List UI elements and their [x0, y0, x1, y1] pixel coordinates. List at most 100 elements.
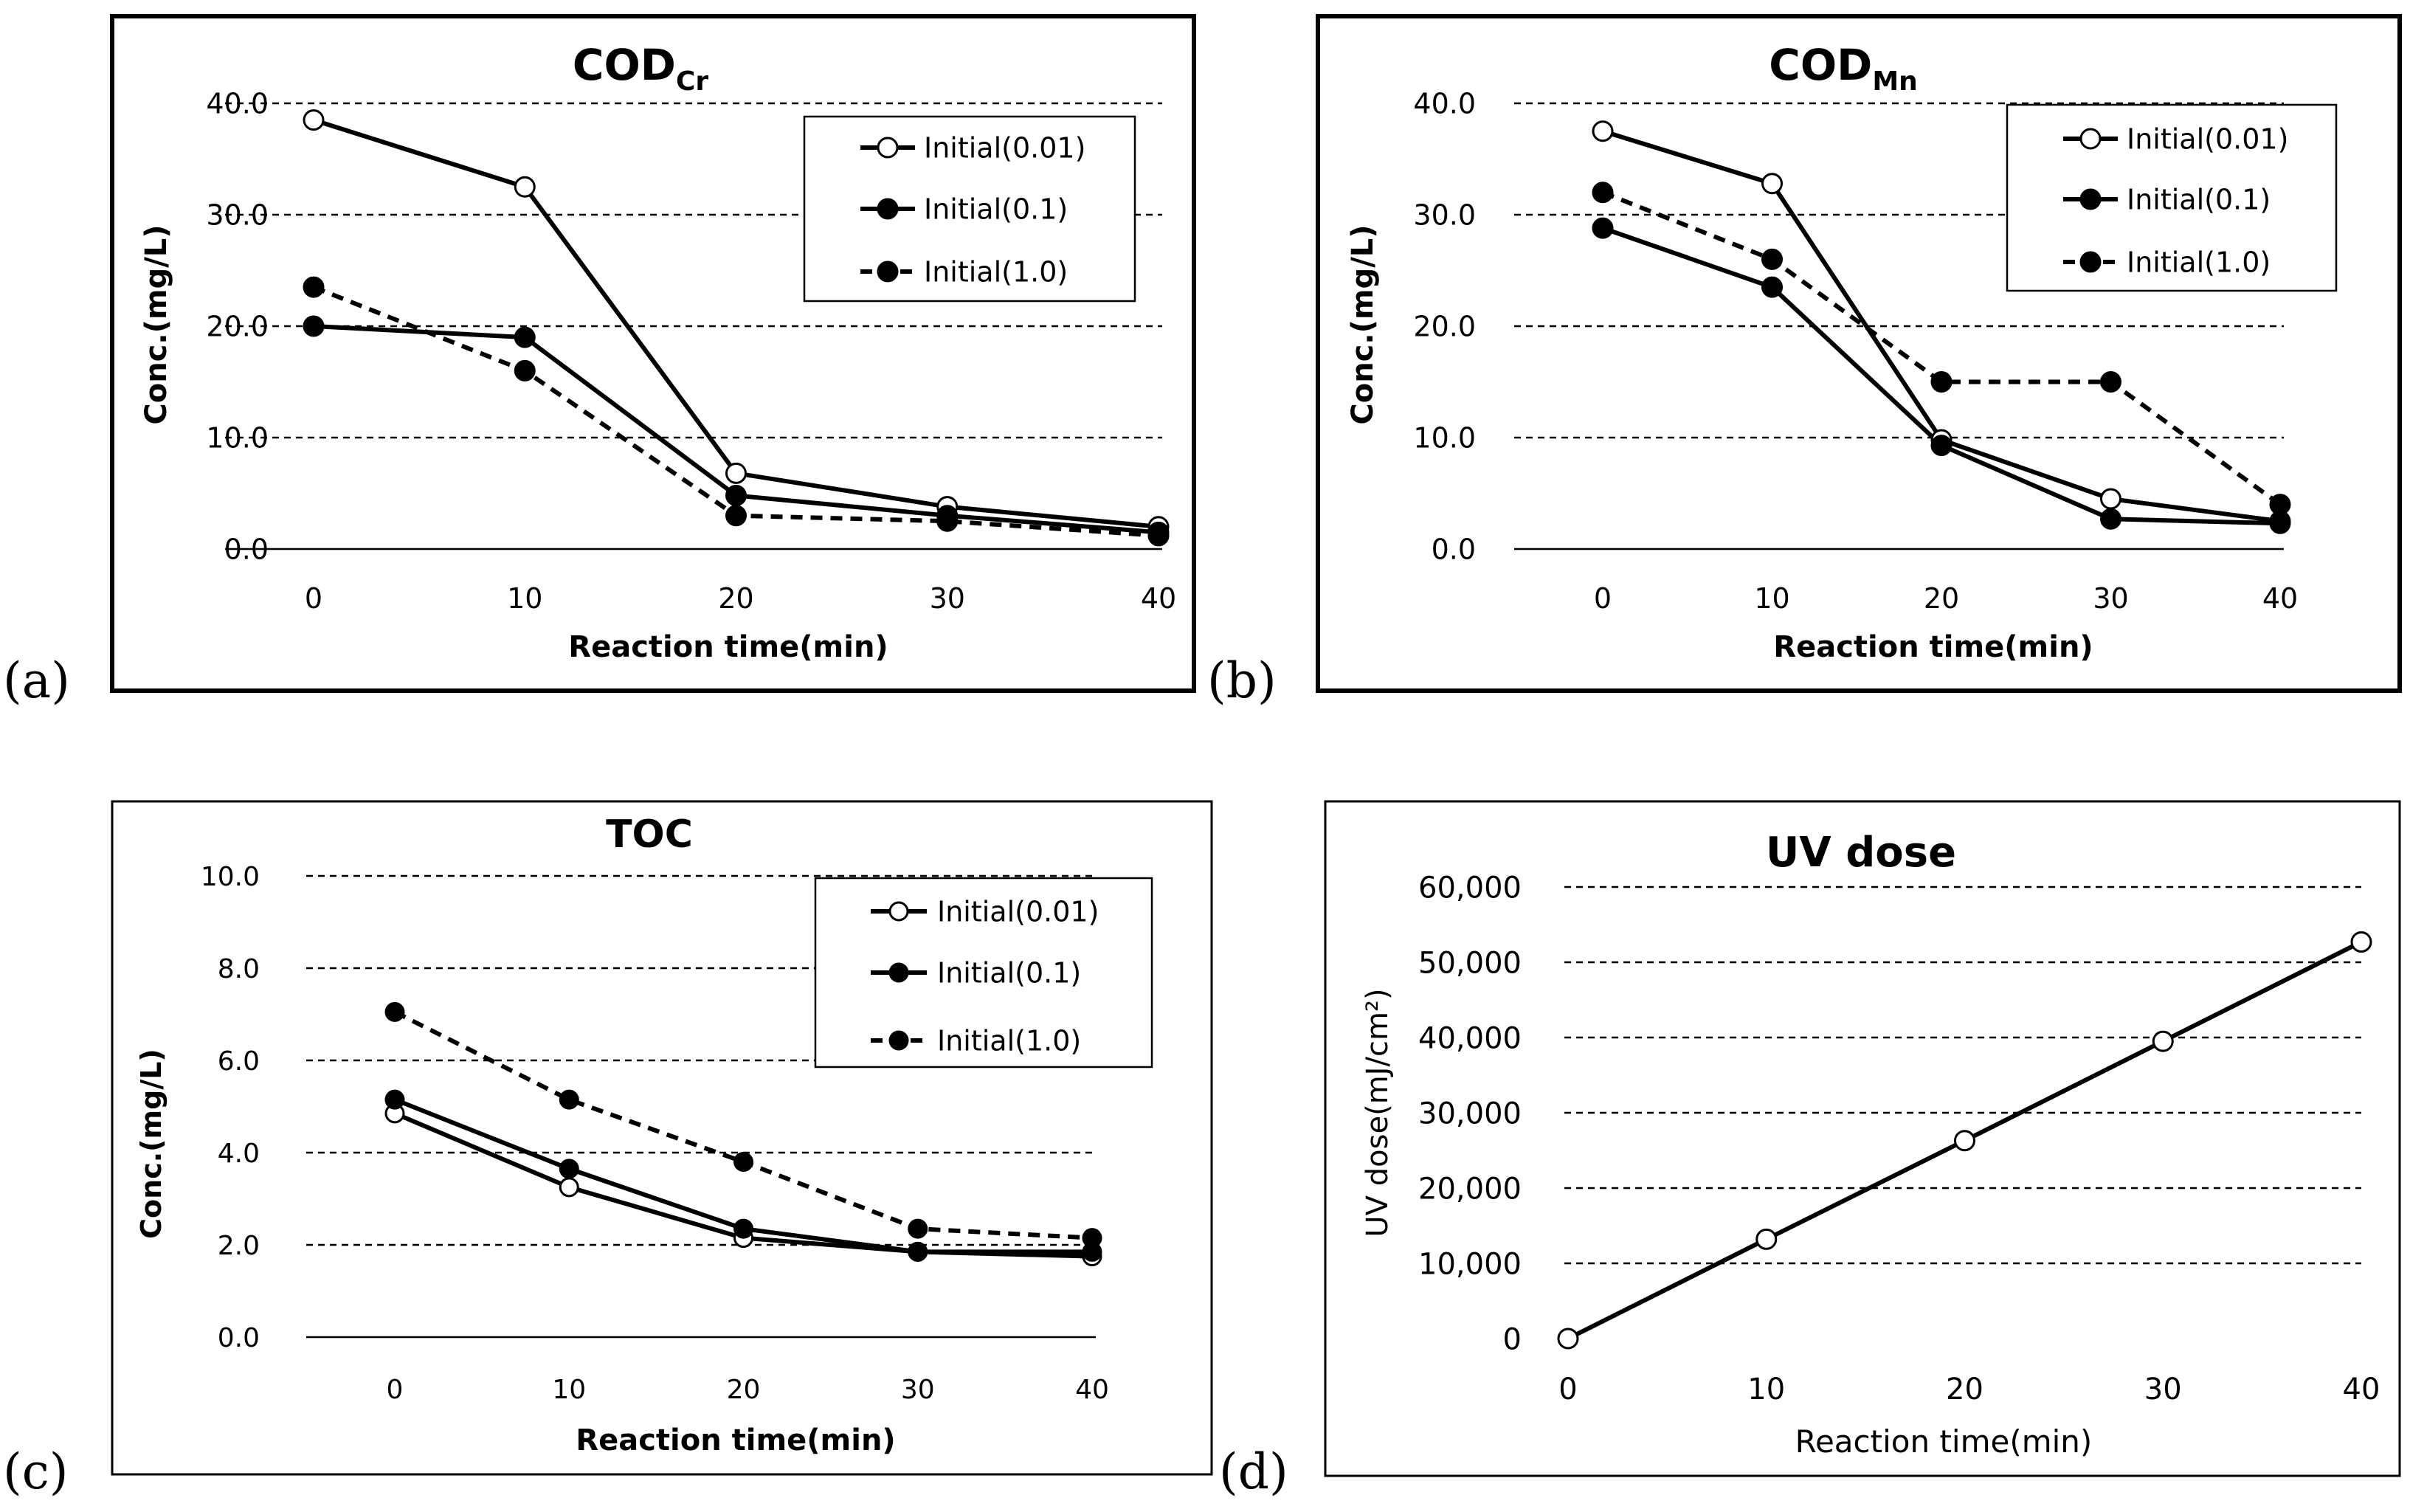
- y-tick-label: 0.0: [224, 534, 269, 566]
- data-point: [514, 176, 536, 198]
- y-tick-label: 20.0: [206, 311, 269, 343]
- y-tick-label: 30.0: [1413, 199, 1476, 232]
- data-point: [733, 1152, 753, 1172]
- legend: Initial(0.01) Initial(0.1) Initial(1.0): [2006, 103, 2338, 292]
- y-axis-label: Conc.(mg/L): [139, 224, 173, 424]
- data-point: [725, 462, 747, 484]
- legend: Initial(0.01) Initial(0.1) Initial(1.0): [814, 877, 1153, 1069]
- legend-marker: [877, 260, 899, 283]
- y-tick-label: 10,000: [1418, 1247, 1522, 1281]
- data-point: [1930, 371, 1952, 393]
- chart-title-main: UV dose: [1766, 829, 1956, 877]
- x-tick-label: 0: [305, 582, 322, 615]
- legend-marker: [888, 962, 909, 983]
- data-point: [514, 326, 536, 348]
- y-tick-label: 50,000: [1418, 946, 1522, 980]
- panel-label: (a): [3, 652, 70, 709]
- data-point: [733, 1218, 753, 1239]
- data-point: [1557, 1328, 1579, 1350]
- legend-marker: [2079, 188, 2102, 210]
- x-tick-label: 0: [1594, 582, 1612, 615]
- x-axis-label: Reaction time(min): [1795, 1423, 2093, 1460]
- data-point: [2350, 931, 2372, 953]
- data-point: [908, 1218, 928, 1239]
- data-point: [384, 1001, 405, 1022]
- y-tick-label: 20,000: [1418, 1172, 1522, 1206]
- x-axis-label: Reaction time(min): [1773, 630, 2093, 664]
- x-tick-label: 10: [552, 1375, 586, 1405]
- legend-marker: [877, 137, 899, 159]
- x-tick-label: 20: [1946, 1373, 1983, 1406]
- x-tick-label: 20: [1924, 582, 1959, 615]
- data-point: [2100, 508, 2121, 530]
- y-tick-label: 40,000: [1418, 1021, 1522, 1055]
- panel-label: (c): [3, 1443, 68, 1500]
- x-tick-label: 40: [1141, 582, 1176, 615]
- series-line: [1601, 190, 2282, 507]
- x-tick-label: 10: [1747, 1373, 1785, 1406]
- chart-title-main: COD: [573, 40, 676, 90]
- legend-label: Initial(1.0): [937, 1025, 1081, 1057]
- data-point: [559, 1159, 579, 1179]
- data-point: [1082, 1228, 1102, 1249]
- data-point: [2269, 512, 2291, 534]
- x-tick-label: 40: [2343, 1373, 2380, 1406]
- y-tick-label: 8.0: [218, 954, 260, 984]
- data-point: [1147, 525, 1170, 547]
- data-point: [303, 315, 325, 337]
- y-tick-label: 10.0: [206, 422, 269, 455]
- legend-marker: [888, 901, 909, 922]
- x-tick-label: 20: [727, 1375, 761, 1405]
- legend-label: Initial(1.0): [924, 256, 1068, 289]
- y-tick-label: 0.0: [218, 1323, 260, 1353]
- y-axis-label: UV dose(mJ/cm²): [1361, 988, 1395, 1237]
- y-tick-label: 4.0: [218, 1139, 260, 1169]
- legend-box: [2006, 103, 2338, 292]
- legend-label: Initial(0.01): [2127, 123, 2288, 156]
- chart-panel-c: 0.0 2.0 4.0 6.0 8.0 10.0 0 10 20 30 40 TOC Reaction …: [3, 800, 1213, 1500]
- data-point: [1592, 120, 1614, 142]
- data-point: [2100, 371, 2121, 393]
- y-tick-label: 30.0: [206, 199, 269, 232]
- data-point: [1592, 182, 1614, 204]
- data-point: [2152, 1030, 2174, 1052]
- data-point: [936, 510, 959, 532]
- y-tick-label: 10.0: [201, 862, 260, 892]
- chart-title-subscript: Cr: [676, 66, 708, 97]
- x-tick-label: 10: [507, 582, 542, 615]
- data-point: [384, 1089, 405, 1110]
- data-point: [514, 359, 536, 382]
- legend-label: Initial(0.1): [2127, 184, 2271, 216]
- data-point: [725, 505, 747, 527]
- data-point: [1954, 1130, 1975, 1152]
- data-point: [2269, 494, 2291, 516]
- y-tick-label: 40.0: [1413, 88, 1476, 120]
- x-tick-label: 30: [2144, 1373, 2182, 1406]
- chart-panel-d: 0 10,000 20,000 30,000 40,000 50,000 60,000 0 10…: [1219, 800, 2401, 1500]
- y-tick-label: 60,000: [1418, 871, 1522, 905]
- x-tick-label: 30: [901, 1375, 935, 1405]
- y-tick-label: 0: [1503, 1322, 1522, 1356]
- legend-marker: [2079, 128, 2102, 150]
- data-point: [559, 1177, 579, 1198]
- legend-label: Initial(0.01): [937, 896, 1099, 928]
- data-point: [725, 485, 747, 507]
- x-tick-label: 0: [1558, 1373, 1577, 1406]
- panel-label: (b): [1207, 652, 1277, 709]
- y-tick-label: 30,000: [1418, 1097, 1522, 1130]
- data-point: [1761, 173, 1783, 195]
- legend-marker: [888, 1030, 909, 1051]
- x-tick-label: 0: [387, 1375, 404, 1405]
- data-point: [303, 109, 325, 131]
- x-axis-label: Reaction time(min): [568, 630, 888, 664]
- data-point: [1755, 1228, 1778, 1250]
- x-tick-label: 40: [2262, 582, 2298, 615]
- y-tick-label: 0.0: [1432, 534, 1476, 566]
- x-tick-label: 30: [930, 582, 965, 615]
- data-point: [1761, 276, 1783, 298]
- chart-title-main: TOC: [606, 812, 693, 857]
- data-point: [1930, 435, 1952, 457]
- x-tick-label: 20: [718, 582, 753, 615]
- x-tick-label: 10: [1754, 582, 1789, 615]
